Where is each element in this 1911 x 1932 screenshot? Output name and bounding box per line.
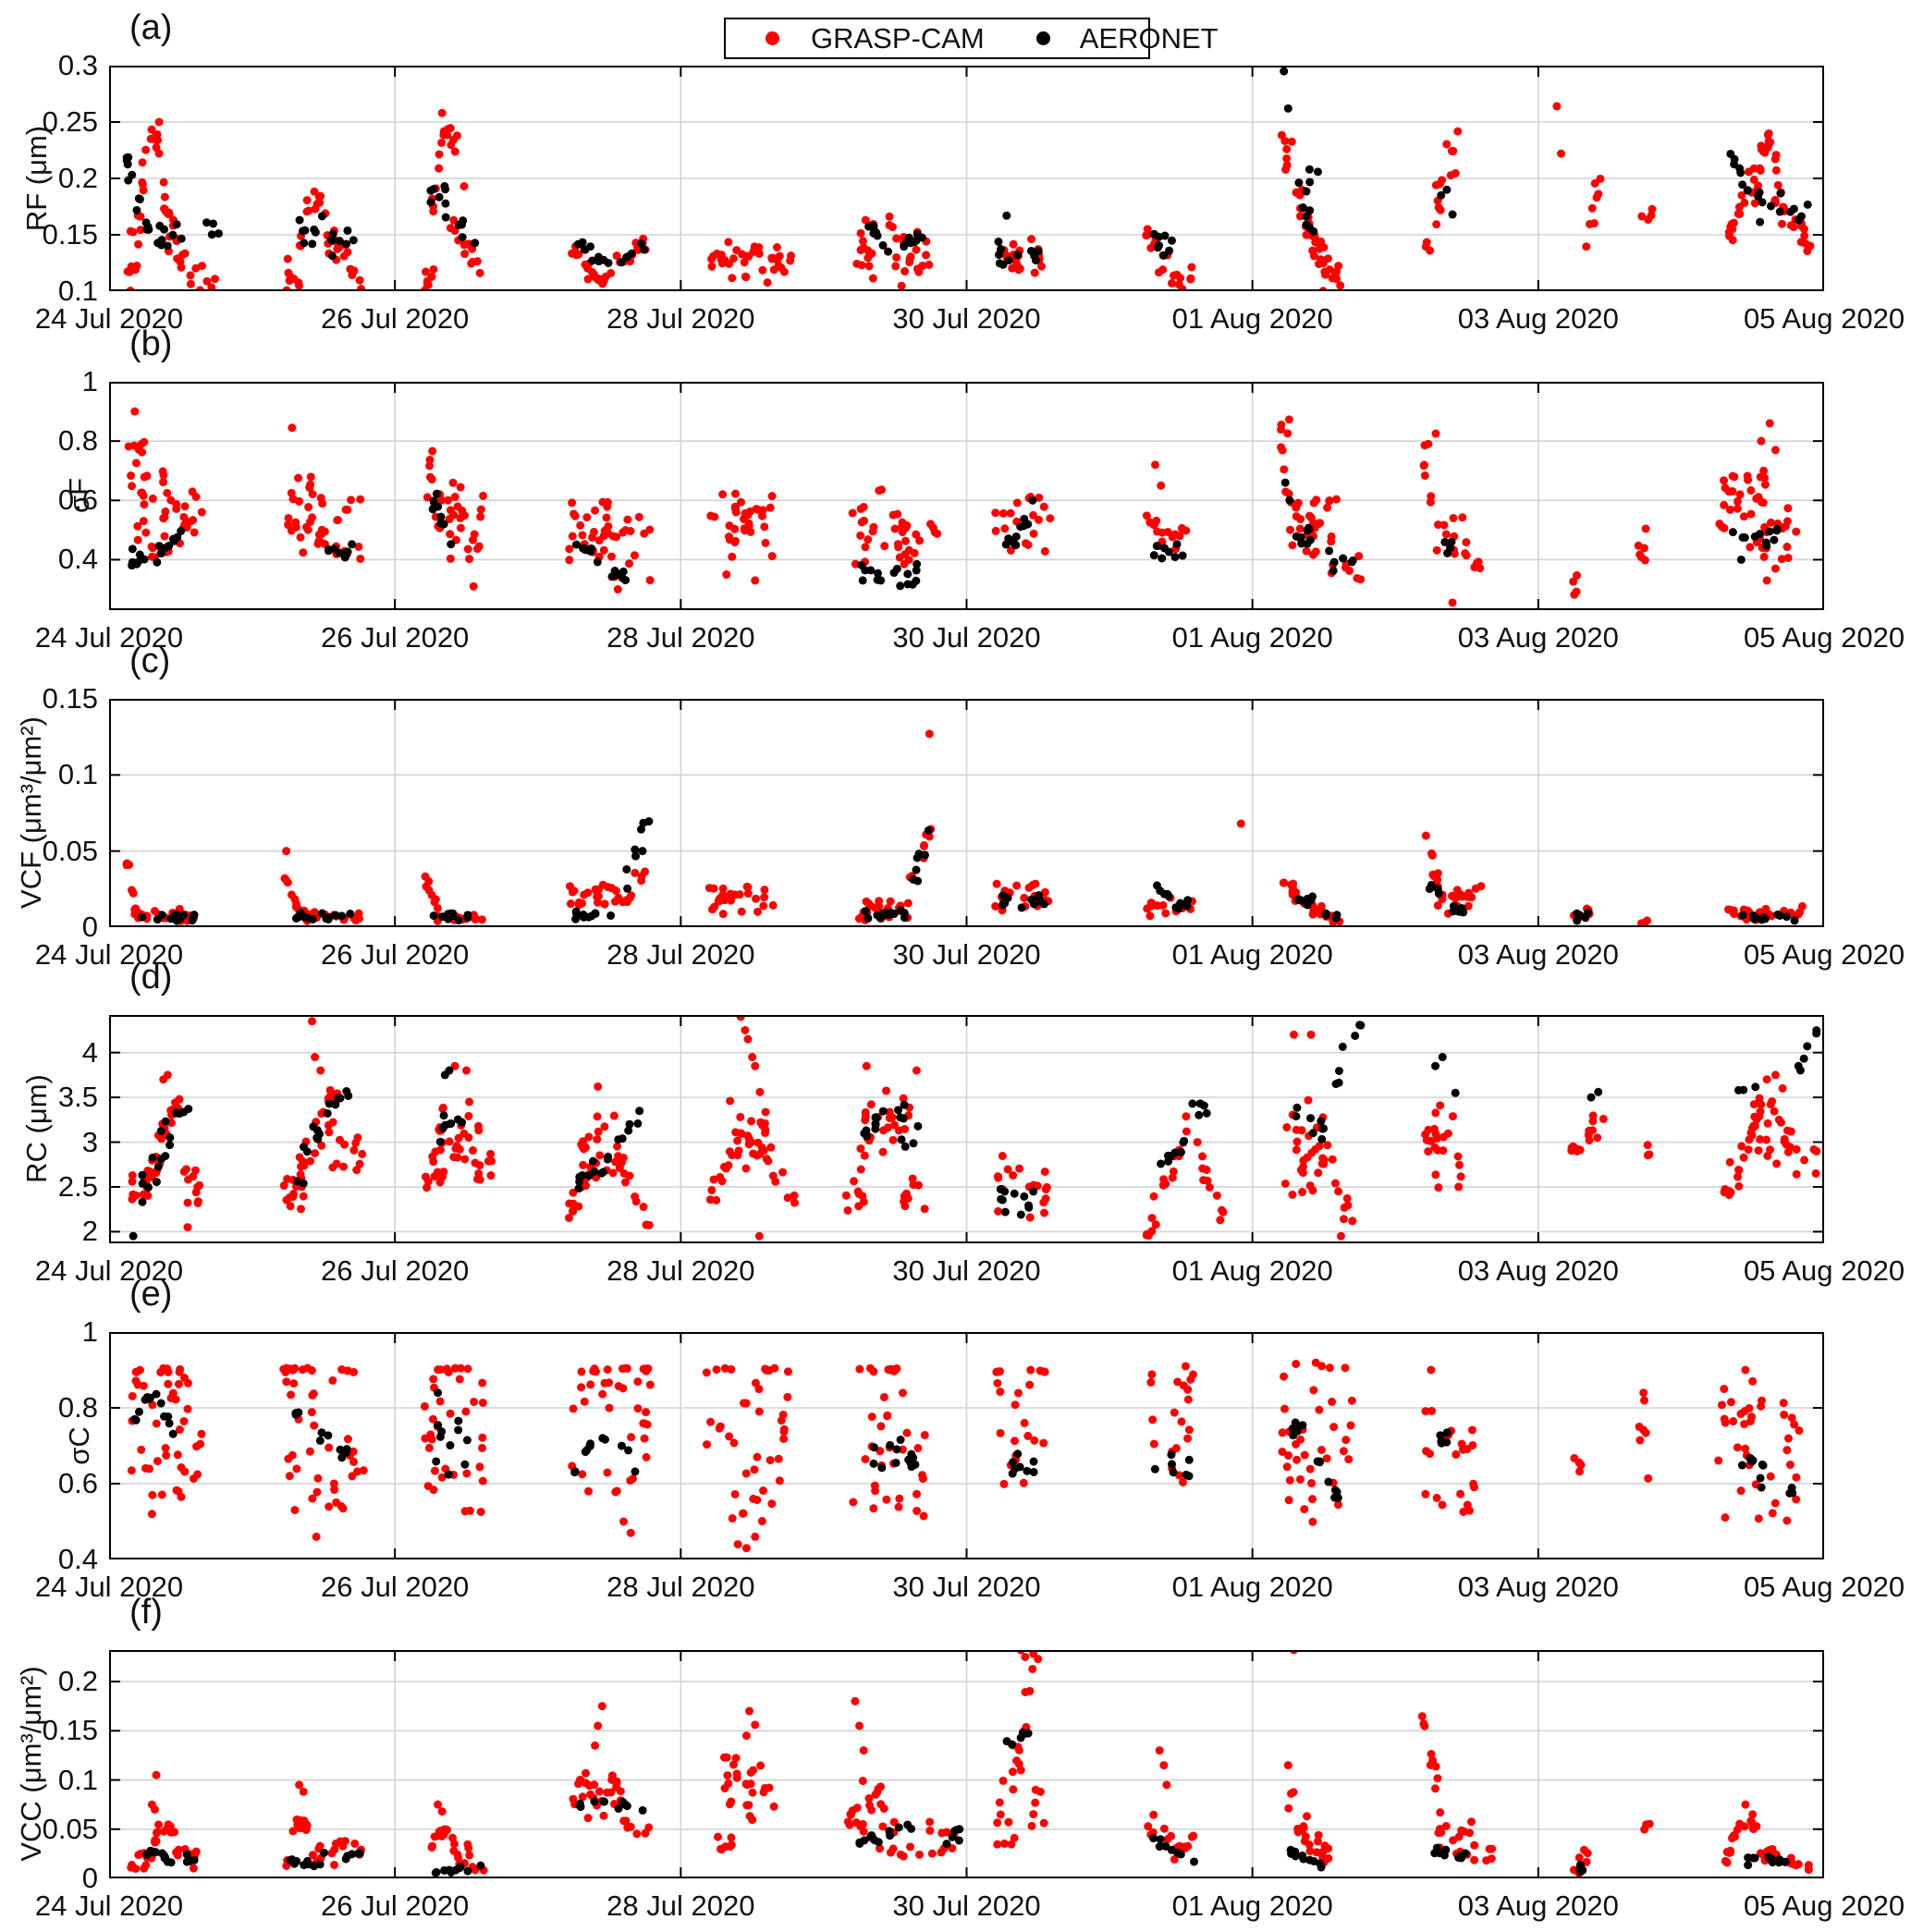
x-tick-label: 03 Aug 2020 bbox=[1457, 1254, 1619, 1287]
y-tick-label: 0.4 bbox=[57, 543, 98, 576]
x-tick-label: 03 Aug 2020 bbox=[1457, 302, 1619, 335]
x-tick-label: 24 Jul 2020 bbox=[34, 302, 184, 335]
legend-label-aeronet: AERONET bbox=[1079, 21, 1219, 55]
x-tick-label: 30 Jul 2020 bbox=[892, 1571, 1041, 1603]
x-tick-label: 26 Jul 2020 bbox=[321, 621, 470, 654]
y-tick-label: 0.05 bbox=[42, 1812, 98, 1845]
x-tick-label: 01 Aug 2020 bbox=[1171, 1254, 1333, 1287]
x-tick-label: 30 Jul 2020 bbox=[892, 1889, 1041, 1922]
panel-d-plot-area bbox=[109, 1015, 1824, 1243]
panel-f-letter: (f) bbox=[129, 1593, 163, 1632]
aeronet-marker-icon bbox=[1035, 31, 1050, 45]
x-tick-label: 01 Aug 2020 bbox=[1171, 1571, 1333, 1603]
y-tick-label: 0.1 bbox=[57, 275, 98, 307]
x-tick-label: 24 Jul 2020 bbox=[34, 621, 184, 654]
x-tick-label: 03 Aug 2020 bbox=[1457, 1889, 1619, 1922]
panel-c-plot-area bbox=[109, 699, 1824, 927]
y-tick-label: 2.5 bbox=[57, 1169, 98, 1203]
x-tick-label: 26 Jul 2020 bbox=[321, 1889, 470, 1922]
y-tick-label: 0.2 bbox=[57, 1665, 98, 1698]
x-tick-label: 26 Jul 2020 bbox=[321, 1254, 470, 1287]
y-tick-label: 3 bbox=[81, 1125, 98, 1158]
y-tick-label: 0.6 bbox=[57, 483, 98, 517]
y-tick-label: 0.1 bbox=[57, 1763, 98, 1796]
panel-d-letter: (d) bbox=[129, 958, 173, 997]
y-tick-label: 0.1 bbox=[57, 758, 98, 791]
x-tick-label: 30 Jul 2020 bbox=[892, 621, 1041, 654]
panel-e-letter: (e) bbox=[129, 1275, 173, 1314]
x-tick-label: 28 Jul 2020 bbox=[606, 302, 755, 335]
y-tick-label: 0.3 bbox=[57, 49, 98, 81]
x-tick-label: 01 Aug 2020 bbox=[1171, 1889, 1333, 1922]
x-tick-label: 28 Jul 2020 bbox=[606, 621, 755, 654]
x-tick-label: 24 Jul 2020 bbox=[34, 1571, 184, 1603]
x-tick-label: 03 Aug 2020 bbox=[1457, 938, 1619, 971]
y-tick-label: 0 bbox=[81, 1862, 98, 1894]
x-tick-label: 01 Aug 2020 bbox=[1171, 621, 1333, 654]
x-tick-label: 30 Jul 2020 bbox=[892, 938, 1041, 971]
panel-f-plot-area bbox=[109, 1650, 1824, 1878]
grasp-cam-marker-icon bbox=[766, 31, 779, 45]
x-tick-label: 28 Jul 2020 bbox=[606, 938, 755, 971]
x-tick-label: 03 Aug 2020 bbox=[1457, 1571, 1619, 1603]
x-tick-label: 01 Aug 2020 bbox=[1171, 938, 1333, 971]
y-tick-label: 0.15 bbox=[42, 1714, 98, 1747]
legend: GRASP-CAM AERONET bbox=[724, 18, 1219, 59]
y-tick-label: 0.6 bbox=[57, 1467, 98, 1499]
x-tick-label: 26 Jul 2020 bbox=[321, 938, 470, 971]
x-tick-label: 05 Aug 2020 bbox=[1743, 1571, 1905, 1603]
y-tick-label: 0.2 bbox=[57, 162, 98, 194]
x-tick-label: 26 Jul 2020 bbox=[321, 1571, 470, 1603]
y-tick-label: 0.8 bbox=[57, 424, 98, 458]
panel-c-letter: (c) bbox=[129, 642, 171, 680]
y-tick-label: 0.15 bbox=[42, 682, 98, 715]
panel-a-plot-area bbox=[109, 66, 1824, 291]
y-tick-label: 0.4 bbox=[57, 1543, 98, 1575]
panel-b-plot-area bbox=[109, 382, 1824, 610]
panel-a-letter: (a) bbox=[129, 8, 173, 47]
x-tick-label: 05 Aug 2020 bbox=[1743, 302, 1905, 335]
y-tick-label: 0.15 bbox=[42, 218, 98, 251]
x-tick-label: 24 Jul 2020 bbox=[34, 1254, 184, 1287]
y-tick-label: 0 bbox=[81, 911, 98, 943]
y-tick-label: 1 bbox=[81, 1315, 98, 1348]
x-tick-label: 05 Aug 2020 bbox=[1743, 938, 1905, 971]
x-tick-label: 28 Jul 2020 bbox=[606, 1254, 755, 1287]
panel-e-y-axis-label: σC bbox=[63, 1426, 95, 1465]
y-tick-label: 1 bbox=[81, 365, 98, 397]
panel-b-letter: (b) bbox=[129, 324, 173, 363]
x-tick-label: 05 Aug 2020 bbox=[1743, 1254, 1905, 1287]
y-tick-label: 3.5 bbox=[57, 1081, 98, 1114]
x-tick-label: 30 Jul 2020 bbox=[892, 302, 1041, 335]
legend-label-grasp-cam: GRASP-CAM bbox=[811, 21, 985, 55]
y-tick-label: 0.25 bbox=[42, 105, 98, 138]
x-tick-label: 01 Aug 2020 bbox=[1171, 302, 1333, 335]
x-tick-label: 30 Jul 2020 bbox=[892, 1254, 1041, 1287]
x-tick-label: 28 Jul 2020 bbox=[606, 1889, 755, 1922]
y-tick-label: 4 bbox=[81, 1035, 98, 1069]
x-tick-label: 28 Jul 2020 bbox=[606, 1571, 755, 1603]
y-tick-label: 0.05 bbox=[42, 834, 98, 867]
y-tick-label: 0.8 bbox=[57, 1391, 98, 1424]
x-tick-label: 03 Aug 2020 bbox=[1457, 621, 1619, 654]
x-tick-label: 05 Aug 2020 bbox=[1743, 621, 1905, 654]
y-tick-label: 2 bbox=[81, 1215, 98, 1248]
x-tick-label: 05 Aug 2020 bbox=[1743, 1889, 1905, 1922]
x-tick-label: 24 Jul 2020 bbox=[34, 938, 184, 971]
x-tick-label: 24 Jul 2020 bbox=[34, 1889, 184, 1922]
panel-c-y-axis-label: VCF (μm³/μm²) bbox=[15, 716, 47, 909]
x-tick-label: 26 Jul 2020 bbox=[321, 302, 470, 335]
panel-e-plot-area bbox=[109, 1332, 1824, 1559]
